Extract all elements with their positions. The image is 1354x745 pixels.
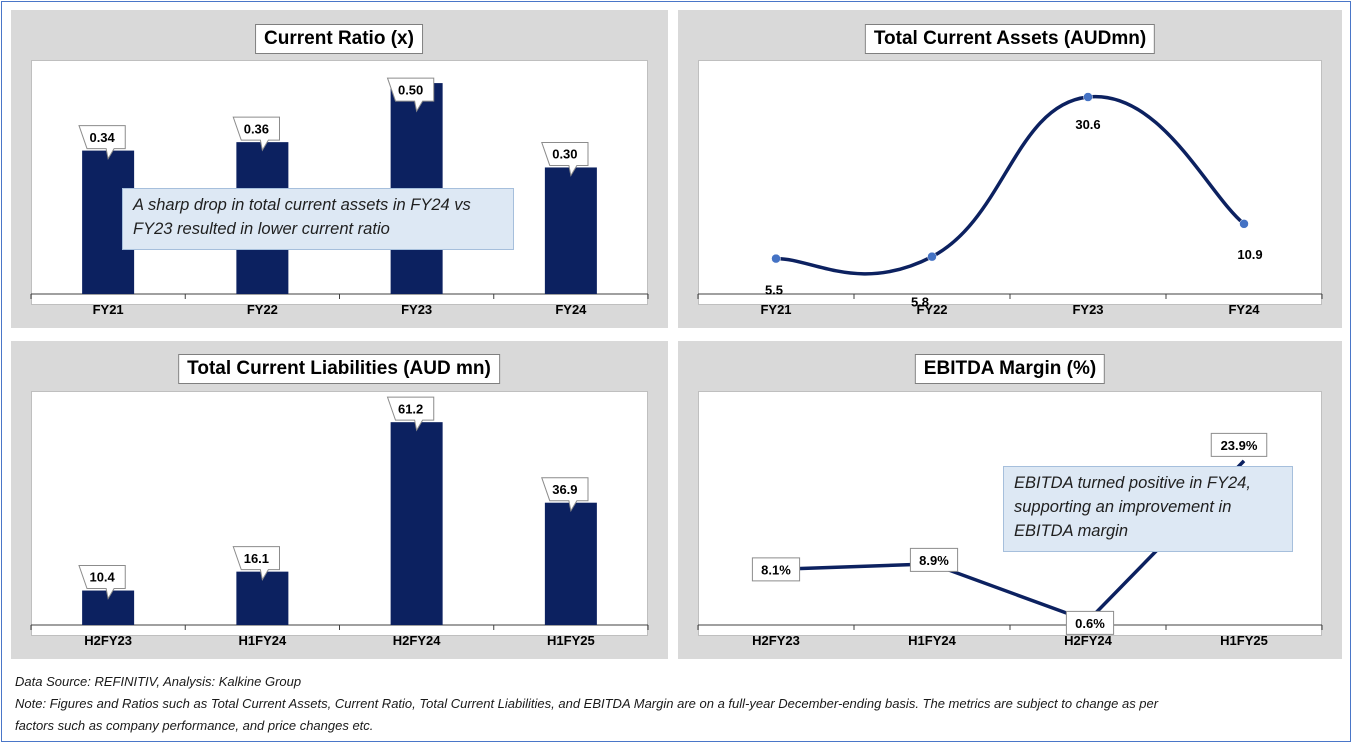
- methodology-note-line1: Note: Figures and Ratios such as Total C…: [15, 696, 1159, 711]
- svg-text:0.36: 0.36: [244, 121, 269, 136]
- svg-text:0.30: 0.30: [552, 147, 577, 162]
- cr-x-tick-label: FY21: [93, 302, 124, 317]
- total-current-liabilities-title: Total Current Liabilities (AUD mn): [178, 354, 500, 384]
- tca-data-point: [927, 251, 937, 262]
- current-ratio-panel: Current Ratio (x) FY21 FY22 FY23 FY24 0.34 0.…: [11, 10, 668, 328]
- tca-x-tick-label: FY22: [916, 302, 947, 317]
- em-data-label: 8.1%: [751, 557, 801, 582]
- tcl-bar: [390, 422, 443, 625]
- cr-data-label: 0.34: [78, 125, 126, 160]
- svg-text:8.1%: 8.1%: [761, 562, 791, 577]
- cr-data-label: 0.30: [541, 141, 589, 177]
- current-ratio-title: Current Ratio (x): [255, 24, 423, 54]
- tcl-x-tick-label: H2FY23: [84, 633, 132, 648]
- tca-data-label: 30.6: [1075, 117, 1100, 132]
- cr-bar: [544, 167, 597, 294]
- tca-data-label: 10.9: [1237, 247, 1262, 262]
- cr-data-label: 0.50: [386, 77, 435, 113]
- svg-text:0.34: 0.34: [89, 130, 115, 145]
- tca-data-point: [1239, 219, 1249, 229]
- current-ratio-callout: A sharp drop in total current assets in …: [122, 188, 514, 250]
- total-current-assets-panel: Total Current Assets (AUDmn) FY21 FY22 FY2…: [678, 10, 1342, 328]
- em-x-tick-label: H2FY24: [1064, 633, 1112, 648]
- cr-x-tick-label: FY23: [401, 302, 432, 317]
- total-current-liabilities-chart: H2FY23 H1FY24 H2FY24 H1FY25 10.4 16.1 61.2 36.9: [30, 396, 649, 648]
- tcl-bar: [544, 502, 597, 625]
- svg-text:23.9%: 23.9%: [1221, 438, 1258, 453]
- tca-data-label: 5.8: [911, 295, 929, 310]
- em-x-tick-label: H2FY23: [752, 633, 800, 648]
- ebitda-margin-callout: EBITDA turned positive in FY24, supporti…: [1003, 466, 1293, 552]
- data-source-note: Data Source: REFINITIV, Analysis: Kalkin…: [15, 674, 302, 689]
- tcl-x-tick-label: H1FY25: [547, 633, 595, 648]
- total-current-assets-title: Total Current Assets (AUDmn): [864, 24, 1156, 54]
- svg-text:61.2: 61.2: [398, 401, 423, 416]
- tcl-data-label: 61.2: [386, 396, 435, 432]
- em-data-label: 8.9%: [909, 547, 959, 572]
- ebitda-margin-title: EBITDA Margin (%): [914, 354, 1106, 384]
- cr-x-tick-label: FY24: [555, 302, 587, 317]
- tcl-x-tick-label: H1FY24: [239, 633, 287, 648]
- svg-text:16.1: 16.1: [244, 551, 269, 566]
- total-current-liabilities-panel: Total Current Liabilities (AUD mn) H2FY2…: [11, 341, 668, 659]
- svg-text:0.6%: 0.6%: [1075, 616, 1105, 631]
- svg-text:36.9: 36.9: [552, 482, 577, 497]
- em-data-label: 0.6%: [1065, 610, 1115, 635]
- tcl-x-tick-label: H2FY24: [393, 633, 441, 648]
- em-x-tick-label: H1FY25: [1220, 633, 1268, 648]
- tcl-data-label: 36.9: [541, 477, 589, 513]
- tca-x-tick-label: FY21: [760, 302, 791, 317]
- tca-data-point: [1083, 92, 1093, 102]
- tcl-data-label: 16.1: [232, 546, 280, 582]
- methodology-note-line2: factors such as company performance, and…: [15, 718, 374, 733]
- tca-series-line: [775, 95, 1246, 276]
- tcl-data-label: 10.4: [78, 565, 126, 600]
- em-data-label: 23.9%: [1210, 432, 1268, 457]
- tca-x-tick-label: FY23: [1072, 302, 1103, 317]
- cr-x-tick-label: FY22: [247, 302, 278, 317]
- current-ratio-chart: FY21 FY22 FY23 FY24 0.34 0.36 0.50 0.30: [30, 77, 649, 317]
- cr-data-label: 0.36: [232, 116, 280, 152]
- svg-text:8.9%: 8.9%: [919, 553, 949, 568]
- em-x-tick-label: H1FY24: [908, 633, 956, 648]
- total-current-assets-chart: FY21 FY22 FY23 FY24 5.5 5.8 30.6 10.9: [697, 92, 1323, 317]
- ebitda-margin-panel: EBITDA Margin (%) H2FY23 H1FY24 H2FY24 H1FY…: [678, 341, 1342, 659]
- tca-data-point: [771, 253, 781, 264]
- svg-text:0.50: 0.50: [398, 82, 423, 97]
- tca-x-tick-label: FY24: [1228, 302, 1260, 317]
- svg-text:10.4: 10.4: [89, 570, 115, 585]
- tca-data-label: 5.5: [765, 283, 783, 298]
